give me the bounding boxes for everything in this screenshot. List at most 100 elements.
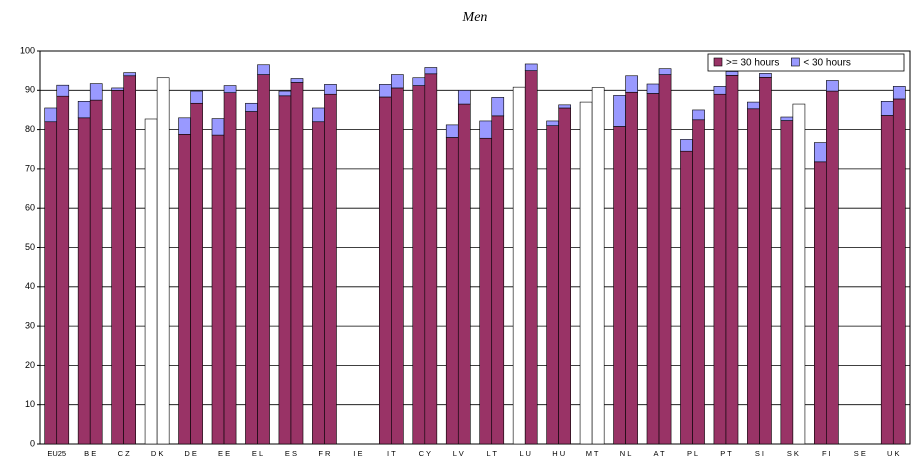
bar-segment	[378, 84, 392, 98]
x-tick-label: E S	[285, 449, 297, 458]
bar-segment	[223, 92, 237, 445]
x-tick-label: D K	[151, 449, 164, 458]
bar-segment	[591, 87, 605, 445]
x-tick-label: P L	[687, 449, 698, 458]
x-tick-label: P T	[720, 449, 732, 458]
bar-segment	[424, 67, 438, 75]
y-tick-label: 50	[25, 242, 35, 252]
x-tick-label: F I	[822, 449, 831, 458]
y-tick-label: 40	[25, 281, 35, 291]
bar-segment	[312, 107, 325, 123]
bar-segment	[257, 74, 270, 445]
bar-segment	[780, 120, 794, 445]
x-tick-label: H U	[552, 449, 565, 458]
x-tick-label: S E	[854, 449, 866, 458]
x-tick-label: L V	[453, 449, 464, 458]
bar-segment	[56, 95, 70, 445]
y-tick-label: 90	[25, 85, 35, 95]
bar-segment	[524, 70, 538, 445]
bar-segment	[880, 101, 894, 116]
x-tick-label: B E	[84, 449, 96, 458]
bar-segment	[123, 72, 137, 77]
bar-segment	[178, 134, 191, 445]
bar-segment	[412, 77, 426, 86]
bar-segment	[747, 101, 760, 110]
x-tick-label: M T	[586, 449, 599, 458]
bar-segment	[625, 91, 638, 445]
bar-segment	[826, 90, 839, 445]
bar-segment	[512, 86, 526, 445]
bar-segment	[257, 64, 270, 75]
bar-segment	[111, 90, 124, 445]
x-tick-label: E E	[218, 449, 230, 458]
x-tick-label: L U	[519, 449, 530, 458]
bar-segment	[491, 115, 505, 445]
bar-segment	[77, 117, 91, 445]
bar-segment	[77, 101, 91, 119]
bar-segment	[613, 126, 626, 445]
bar-segment	[278, 95, 292, 445]
bar-segment	[378, 96, 392, 445]
bar-segment	[457, 103, 471, 445]
x-tick-label: C Z	[118, 449, 131, 458]
bar-segment	[725, 71, 739, 76]
bar-segment	[546, 125, 559, 445]
bar-segment	[558, 107, 572, 445]
legend-label: >= 30 hours	[726, 58, 779, 69]
bar-segment	[625, 75, 638, 93]
x-tick-label: S I	[755, 449, 764, 458]
bar-segment	[759, 73, 772, 78]
x-tick-label: F R	[318, 449, 331, 458]
x-tick-label: C Y	[419, 449, 431, 458]
bar-segment	[613, 95, 626, 127]
bar-segment	[123, 75, 137, 445]
x-tick-label: L T	[487, 449, 498, 458]
bar-segment	[111, 87, 124, 91]
x-tick-label: I T	[387, 449, 396, 458]
bar-segment	[89, 99, 103, 445]
y-tick-label: 60	[25, 203, 35, 213]
bar-segment	[524, 63, 538, 71]
x-tick-label: EU25	[47, 449, 66, 458]
bar-segment	[658, 74, 672, 445]
y-tick-label: 80	[25, 124, 35, 134]
bar-segment	[680, 150, 693, 445]
y-tick-label: 0	[30, 438, 35, 448]
bar-segment	[680, 139, 693, 152]
bar-segment	[445, 124, 459, 138]
bar-segment	[692, 119, 705, 445]
y-tick-label: 100	[20, 45, 35, 55]
bar-segment	[491, 97, 505, 117]
bar-segment	[324, 84, 337, 95]
legend-box	[707, 53, 905, 72]
bar-segment	[190, 90, 203, 104]
bar-segment	[646, 83, 660, 94]
bar-segment	[178, 117, 191, 135]
bar-segment	[792, 103, 806, 445]
bar-segment	[424, 73, 438, 445]
bar-segment	[391, 87, 404, 445]
bar-segment	[156, 77, 170, 445]
bar-segment	[759, 77, 772, 445]
bar-segment	[646, 93, 660, 445]
chart-title: Men	[462, 10, 488, 25]
bar-segment	[312, 121, 325, 445]
bar-segment	[713, 93, 727, 445]
bar-segment	[880, 115, 894, 445]
bar-segment	[658, 68, 672, 75]
bar-segment	[211, 118, 225, 136]
bar-segment	[558, 104, 572, 109]
bar-segment	[892, 86, 906, 100]
bar-segment	[245, 111, 258, 445]
bar-segment	[211, 134, 225, 445]
bar-segment	[479, 137, 493, 445]
x-tick-label: D E	[184, 449, 197, 458]
bar-segment	[747, 108, 760, 445]
x-tick-label: N L	[620, 449, 632, 458]
bar-segment	[713, 86, 727, 95]
bar-segment	[892, 98, 906, 445]
x-tick-label: I E	[353, 449, 362, 458]
bar-segment	[324, 93, 337, 445]
legend-swatch	[791, 57, 800, 67]
